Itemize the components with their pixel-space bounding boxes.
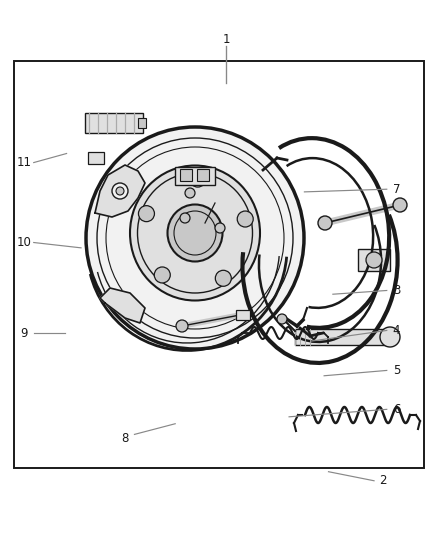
Circle shape bbox=[190, 171, 206, 187]
Polygon shape bbox=[95, 165, 145, 217]
Text: 11: 11 bbox=[17, 156, 32, 169]
Text: 5: 5 bbox=[393, 364, 400, 377]
Circle shape bbox=[215, 270, 231, 286]
Circle shape bbox=[215, 223, 225, 233]
Text: 1: 1 bbox=[223, 34, 230, 46]
Bar bbox=[197, 169, 209, 181]
Ellipse shape bbox=[86, 127, 304, 349]
Bar bbox=[88, 152, 104, 164]
Text: 4: 4 bbox=[392, 324, 400, 337]
Bar bbox=[295, 329, 390, 345]
Bar bbox=[85, 113, 143, 133]
Text: 10: 10 bbox=[17, 236, 32, 249]
Circle shape bbox=[138, 206, 155, 222]
Text: 3: 3 bbox=[393, 284, 400, 297]
Circle shape bbox=[180, 213, 190, 223]
Circle shape bbox=[393, 198, 407, 212]
Circle shape bbox=[154, 267, 170, 283]
Text: 2: 2 bbox=[379, 474, 387, 487]
Circle shape bbox=[112, 183, 128, 199]
Text: 7: 7 bbox=[392, 183, 400, 196]
Bar bbox=[358, 249, 390, 271]
Circle shape bbox=[277, 314, 287, 324]
Circle shape bbox=[185, 188, 195, 198]
Bar bbox=[236, 310, 250, 320]
Circle shape bbox=[116, 187, 124, 195]
Circle shape bbox=[176, 320, 188, 332]
Circle shape bbox=[237, 211, 253, 227]
Polygon shape bbox=[100, 288, 145, 323]
Text: 8: 8 bbox=[121, 432, 128, 445]
Text: 9: 9 bbox=[20, 327, 28, 340]
Ellipse shape bbox=[130, 166, 260, 301]
Bar bbox=[175, 167, 215, 185]
Bar bbox=[138, 118, 146, 128]
Text: 6: 6 bbox=[392, 403, 400, 416]
Bar bbox=[14, 61, 424, 468]
Bar bbox=[180, 169, 192, 181]
Circle shape bbox=[318, 216, 332, 230]
Ellipse shape bbox=[167, 205, 223, 262]
Circle shape bbox=[366, 252, 382, 268]
Circle shape bbox=[380, 327, 400, 347]
